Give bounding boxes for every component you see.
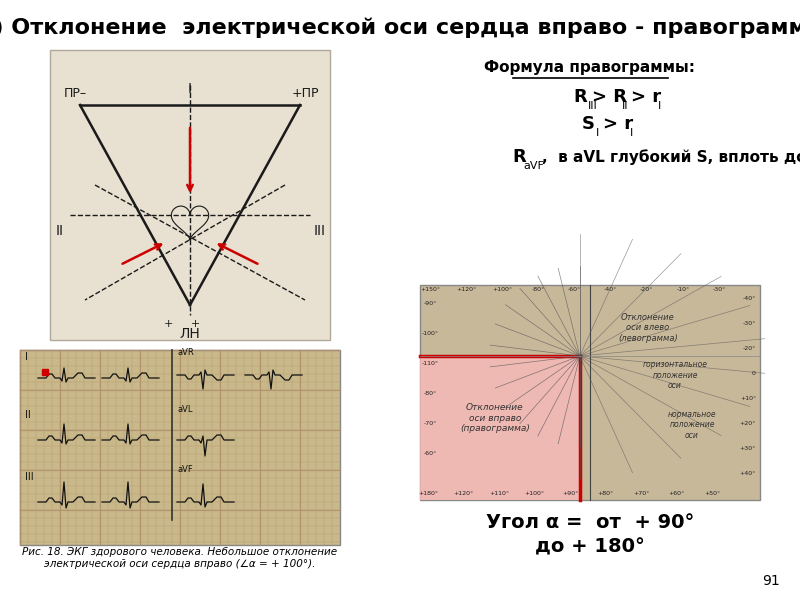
Text: до + 180°: до + 180° <box>535 537 645 556</box>
Text: Отклонение
оси вправо
(правограмма): Отклонение оси вправо (правограмма) <box>460 403 530 433</box>
Text: > R: > R <box>593 88 627 106</box>
FancyBboxPatch shape <box>20 350 340 545</box>
Text: -70°: -70° <box>423 421 437 426</box>
Text: -60°: -60° <box>568 287 581 292</box>
Text: +     +: + + <box>164 319 200 329</box>
Text: -20°: -20° <box>742 346 756 351</box>
Text: ЛН: ЛН <box>180 327 200 341</box>
Text: -20°: -20° <box>640 287 654 292</box>
Text: Отклонение
оси влево
(левограмма): Отклонение оси влево (левограмма) <box>618 313 678 343</box>
Text: -90°: -90° <box>423 301 437 306</box>
Text: I: I <box>658 101 662 111</box>
Text: +20°: +20° <box>740 421 756 426</box>
Text: -100°: -100° <box>422 331 438 336</box>
Text: +90°: +90° <box>562 491 578 496</box>
FancyBboxPatch shape <box>50 50 330 340</box>
Text: +120°: +120° <box>456 287 476 292</box>
Text: aVF: aVF <box>523 161 544 171</box>
Text: +10°: +10° <box>740 396 756 401</box>
Text: 91: 91 <box>762 574 780 588</box>
Text: 3) Отклонение  электрической оси сердца вправо - правограмма: 3) Отклонение электрической оси сердца в… <box>0 18 800 38</box>
Text: +120°: +120° <box>454 491 474 496</box>
Text: горизонтальное
положение
оси: горизонтальное положение оси <box>642 361 707 390</box>
Text: +70°: +70° <box>634 491 650 496</box>
FancyBboxPatch shape <box>420 285 760 500</box>
Text: I: I <box>188 82 192 96</box>
Text: -10°: -10° <box>676 287 690 292</box>
Text: ,  в аVL глубокий S, вплоть до QS: , в аVL глубокий S, вплоть до QS <box>542 149 800 165</box>
Text: > r: > r <box>631 88 661 106</box>
Text: 0: 0 <box>752 371 756 376</box>
Text: электрической оси сердца вправо (∠α = + 100°).: электрической оси сердца вправо (∠α = + … <box>44 559 316 569</box>
Text: III: III <box>588 101 598 111</box>
Text: +40°: +40° <box>740 471 756 476</box>
Text: ПР–: ПР– <box>63 87 86 100</box>
Bar <box>420 356 580 500</box>
Text: +30°: +30° <box>740 446 756 451</box>
Text: III: III <box>25 472 34 482</box>
Text: I: I <box>25 352 28 362</box>
Text: Формула правограммы:: Формула правограммы: <box>485 60 695 75</box>
Text: Рис. 18. ЭКГ здорового человека. Небольшое отклонение: Рис. 18. ЭКГ здорового человека. Небольш… <box>22 547 338 557</box>
Text: -40°: -40° <box>604 287 617 292</box>
Text: -40°: -40° <box>742 296 756 301</box>
Text: -80°: -80° <box>423 391 437 396</box>
Text: R: R <box>574 88 587 106</box>
Text: aVL: aVL <box>177 405 193 414</box>
Text: +ПР: +ПР <box>291 87 318 100</box>
Text: I: I <box>630 128 634 138</box>
Text: R: R <box>512 148 526 166</box>
Text: III: III <box>314 224 326 238</box>
Text: -30°: -30° <box>742 321 756 326</box>
Text: -110°: -110° <box>422 361 438 366</box>
Text: +100°: +100° <box>492 287 512 292</box>
Text: > r: > r <box>603 115 633 133</box>
Text: +60°: +60° <box>669 491 685 496</box>
Text: +50°: +50° <box>704 491 721 496</box>
Text: -80°: -80° <box>532 287 545 292</box>
Text: S: S <box>582 115 595 133</box>
Text: II: II <box>56 224 64 238</box>
Text: -30°: -30° <box>712 287 726 292</box>
Text: -60°: -60° <box>423 451 437 456</box>
Text: +150°: +150° <box>420 287 440 292</box>
Text: +110°: +110° <box>489 491 509 496</box>
Text: II: II <box>622 101 629 111</box>
Text: нормальное
положение
оси: нормальное положение оси <box>668 410 716 440</box>
Text: +100°: +100° <box>525 491 545 496</box>
Text: I: I <box>596 128 599 138</box>
Text: aVF: aVF <box>177 465 193 474</box>
Text: aVR: aVR <box>177 348 194 357</box>
Text: II: II <box>25 410 30 420</box>
Text: +80°: +80° <box>598 491 614 496</box>
Text: +180°: +180° <box>418 491 438 496</box>
Text: Угол α =  от  + 90°: Угол α = от + 90° <box>486 513 694 532</box>
